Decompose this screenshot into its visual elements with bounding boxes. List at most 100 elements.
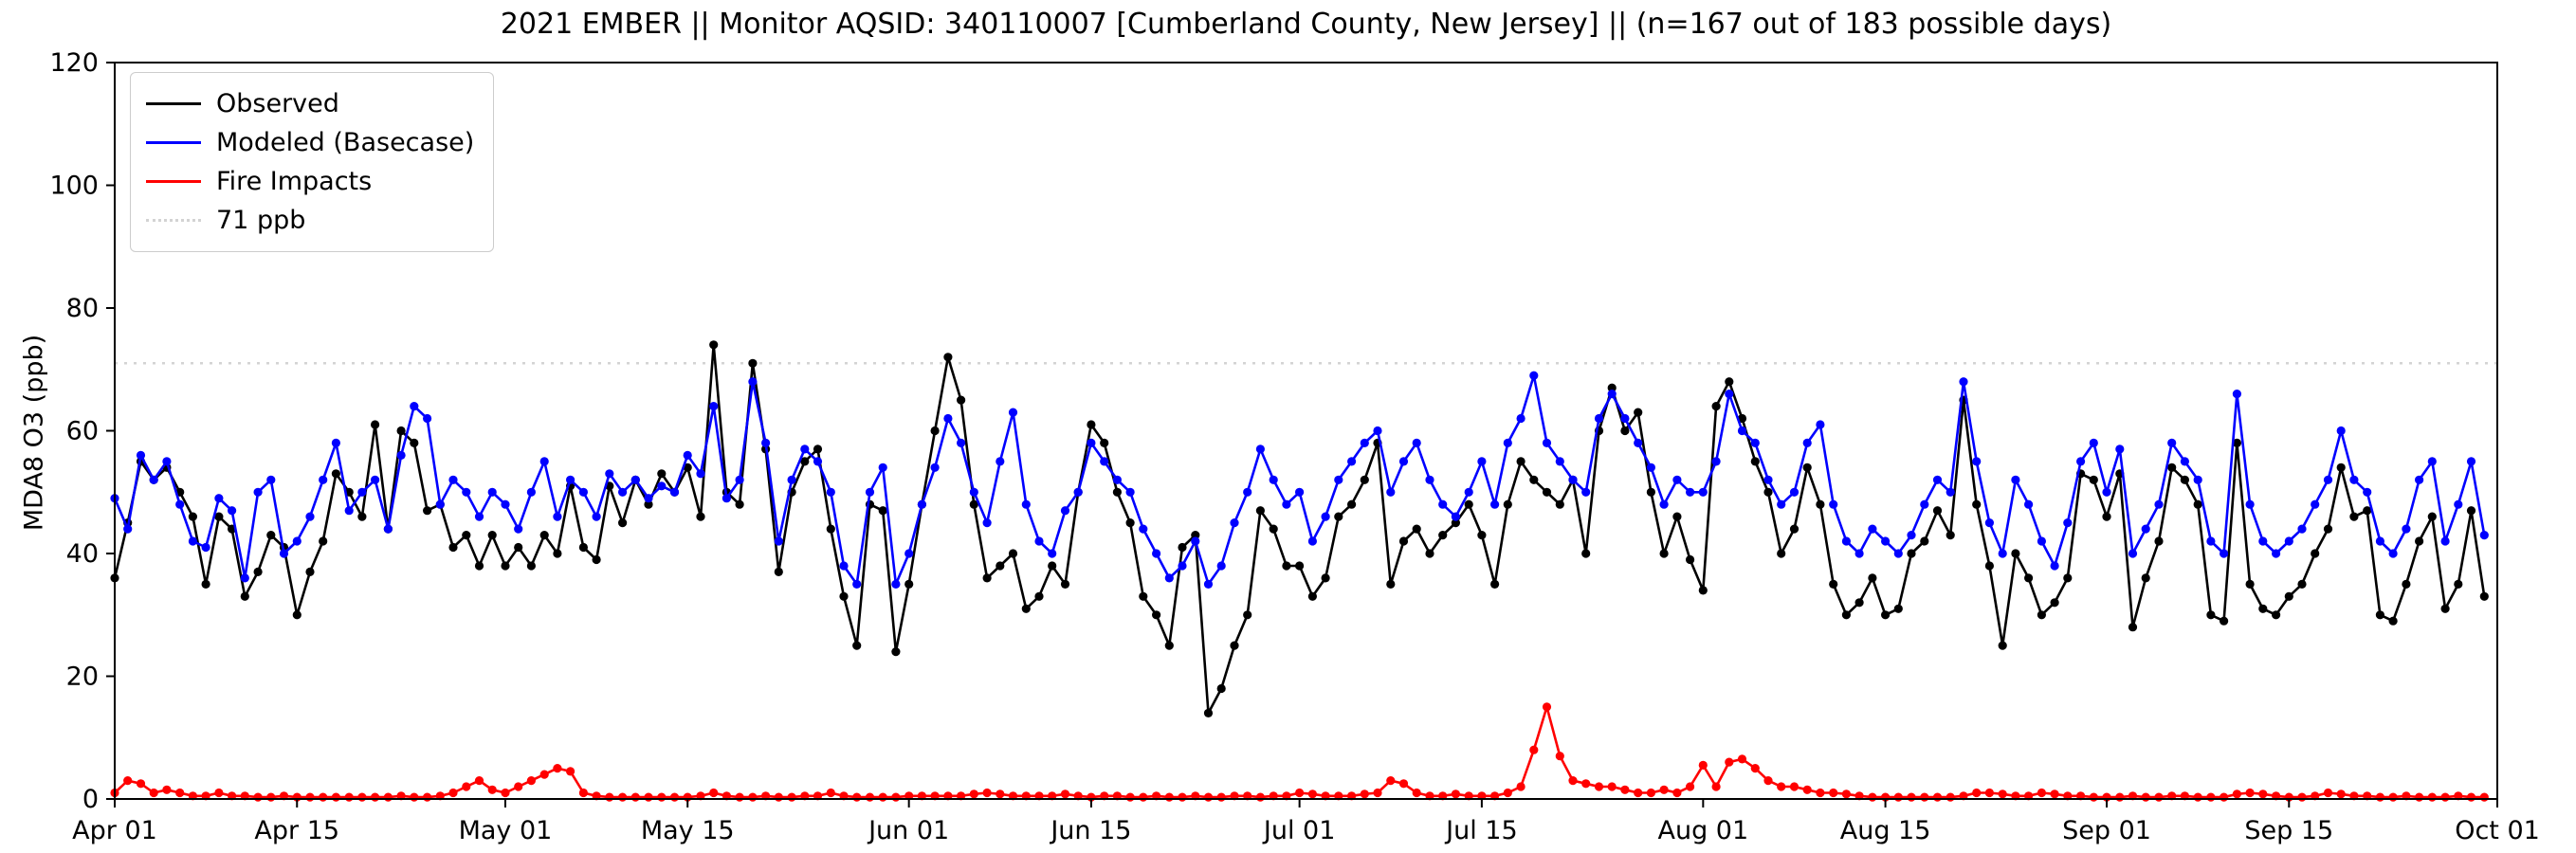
legend-item-fire-impacts: Fire Impacts	[146, 162, 474, 201]
observed-point	[2258, 604, 2268, 613]
observed-point	[1334, 512, 1343, 521]
modeled-basecase-point	[1191, 536, 1200, 546]
observed-point	[2297, 579, 2307, 590]
modeled-basecase-point	[2232, 390, 2241, 399]
fire-impacts-point	[1972, 788, 1982, 798]
fire-impacts-point	[2297, 792, 2307, 802]
modeled-basecase-point	[2167, 438, 2177, 447]
fire-impacts-point	[1984, 788, 1994, 798]
modeled-basecase-point	[1334, 475, 1343, 484]
modeled-basecase-point	[526, 487, 537, 497]
observed-point	[709, 340, 719, 350]
modeled-basecase-point	[1398, 457, 1409, 466]
observed-point	[292, 610, 301, 620]
fire-impacts-point	[1634, 788, 1643, 798]
observed-point	[644, 499, 653, 509]
modeled-basecase-point	[240, 573, 249, 583]
modeled-basecase-point	[787, 475, 796, 484]
fire-impacts-point	[1802, 785, 1812, 794]
fire-impacts-point	[2336, 789, 2346, 799]
fire-impacts-point	[669, 792, 680, 802]
x-tick-label: Apr 01	[72, 816, 157, 845]
observed-point	[1725, 377, 1734, 387]
observed-point	[1998, 641, 2007, 650]
fire-impacts-point	[1255, 792, 1265, 802]
observed-point	[2415, 536, 2424, 546]
observed-point	[1829, 579, 1838, 590]
observed-point	[371, 420, 380, 429]
modeled-basecase-point	[266, 475, 276, 484]
observed-point	[2167, 463, 2177, 472]
modeled-basecase-point	[1060, 506, 1070, 516]
observed-point	[1516, 457, 1526, 466]
modeled-basecase-point	[1750, 438, 1760, 447]
fire-impacts-point	[1398, 779, 1409, 789]
modeled-basecase-point	[2375, 536, 2384, 546]
modeled-basecase-point	[1777, 499, 1786, 509]
observed-point	[578, 542, 589, 553]
fire-impacts-point	[331, 792, 340, 802]
fire-impacts-point	[1946, 792, 1955, 802]
observed-point	[188, 512, 197, 521]
modeled-basecase-point	[1178, 561, 1187, 571]
observed-point	[1750, 457, 1760, 466]
modeled-basecase-point	[1555, 457, 1564, 466]
modeled-basecase-point	[722, 494, 732, 503]
fire-impacts-point	[996, 789, 1005, 799]
fire-impacts-point	[1216, 792, 1226, 802]
fire-impacts-point	[891, 792, 901, 802]
fire-impacts-point	[1412, 788, 1421, 798]
observed-point	[1360, 475, 1369, 484]
observed-point	[2154, 536, 2164, 546]
observed-point	[839, 591, 849, 601]
observed-point	[331, 469, 340, 479]
modeled-basecase-point	[1698, 487, 1708, 497]
y-tick-label: 120	[49, 48, 99, 78]
observed-point	[1607, 383, 1617, 392]
fire-impacts-point	[1451, 789, 1460, 799]
legend-item-observed: Observed	[146, 84, 474, 123]
fire-impacts-point	[1542, 702, 1552, 712]
modeled-basecase-point	[748, 377, 758, 387]
observed-point	[501, 561, 510, 571]
modeled-basecase-point	[1282, 499, 1291, 509]
modeled-basecase-point	[1972, 457, 1982, 466]
modeled-basecase-point	[123, 524, 133, 534]
observed-point	[2284, 591, 2293, 601]
observed-point	[1972, 499, 1982, 509]
observed-point	[1178, 542, 1187, 553]
observed-point	[996, 561, 1005, 571]
modeled-basecase-point	[448, 475, 458, 484]
observed-point	[982, 573, 992, 583]
observed-point	[2349, 512, 2359, 521]
x-tick-label: Aug 15	[1840, 816, 1931, 845]
modeled-basecase-point	[2245, 499, 2255, 509]
fire-impacts-point	[1672, 788, 1682, 798]
observed-point	[852, 641, 862, 650]
observed-point	[657, 469, 667, 479]
fire-impacts-point	[2323, 788, 2333, 798]
modeled-line-sample	[146, 141, 201, 144]
fire-impacts-point	[2427, 792, 2437, 802]
modeled-basecase-point	[657, 481, 667, 491]
x-tick-label: May 01	[459, 816, 553, 845]
fire-impacts-point	[1373, 788, 1382, 798]
observed-point	[1789, 524, 1800, 534]
fire-impacts-point	[2089, 792, 2098, 802]
modeled-basecase-point	[1841, 536, 1851, 546]
modeled-basecase-point	[2037, 536, 2046, 546]
fire-impacts-point	[1360, 789, 1369, 799]
modeled-basecase-point	[696, 469, 705, 479]
modeled-basecase-point	[1490, 499, 1500, 509]
modeled-basecase-point	[1620, 413, 1630, 424]
modeled-basecase-point	[982, 518, 992, 528]
fire-impacts-point	[1568, 776, 1578, 786]
observed-point	[1048, 561, 1057, 571]
observed-point	[1920, 536, 1929, 546]
modeled-basecase-point	[1686, 487, 1695, 497]
observed-point	[514, 542, 523, 553]
modeled-basecase-point	[774, 536, 783, 546]
modeled-basecase-point	[2466, 457, 2476, 466]
fire-impacts-point	[852, 792, 862, 802]
observed-point	[2402, 579, 2411, 590]
